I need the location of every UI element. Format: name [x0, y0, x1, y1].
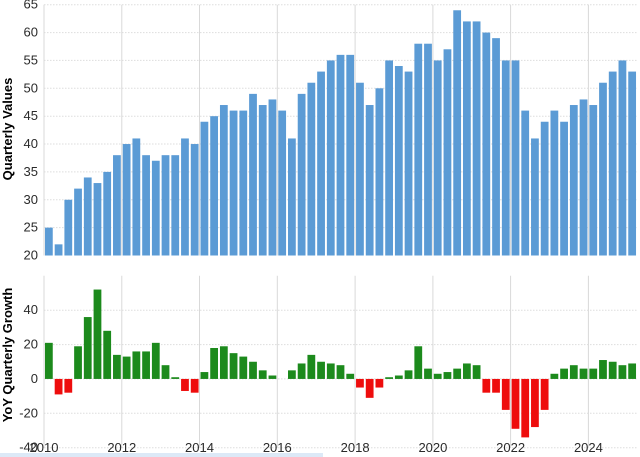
- svg-text:55: 55: [24, 52, 38, 67]
- svg-text:40: 40: [24, 136, 38, 151]
- svg-text:45: 45: [24, 108, 38, 123]
- svg-text:20: 20: [24, 248, 38, 263]
- svg-text:30: 30: [24, 192, 38, 207]
- svg-text:20: 20: [24, 337, 38, 352]
- svg-text:2024: 2024: [574, 440, 603, 455]
- svg-text:50: 50: [24, 80, 38, 95]
- svg-text:40: 40: [24, 302, 38, 317]
- svg-text:0: 0: [31, 371, 38, 386]
- svg-text:-20: -20: [19, 405, 38, 420]
- svg-text:YoY Quarterly Growth: YoY Quarterly Growth: [0, 288, 15, 423]
- svg-text:2018: 2018: [341, 440, 370, 455]
- svg-text:35: 35: [24, 164, 38, 179]
- svg-text:2012: 2012: [107, 440, 136, 455]
- svg-text:60: 60: [24, 25, 38, 40]
- svg-text:2016: 2016: [263, 440, 292, 455]
- svg-text:2020: 2020: [418, 440, 447, 455]
- svg-text:2010: 2010: [30, 440, 59, 455]
- svg-text:65: 65: [24, 0, 38, 12]
- svg-text:2014: 2014: [185, 440, 214, 455]
- svg-text:2022: 2022: [496, 440, 525, 455]
- svg-text:25: 25: [24, 220, 38, 235]
- svg-text:Quarterly Values: Quarterly Values: [0, 78, 15, 181]
